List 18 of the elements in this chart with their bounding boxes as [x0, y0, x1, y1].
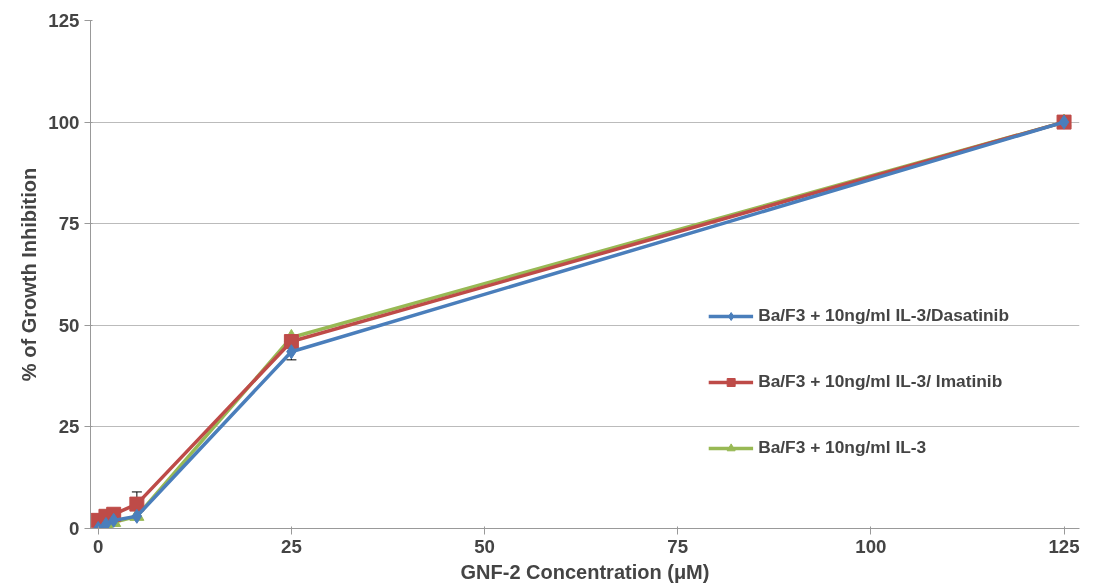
y-tick-label: 25	[58, 416, 80, 438]
x-tick-label: 0	[93, 535, 104, 557]
y-tick-label: 125	[48, 10, 80, 31]
legend-label: Ba/F3 + 10ng/ml IL-3/ Imatinib	[758, 371, 1003, 392]
y-tick-label: 0	[69, 518, 80, 539]
y-tick-label: 50	[58, 314, 80, 336]
x-tick-label: 125	[1048, 535, 1080, 557]
y-tick-label: 100	[48, 111, 80, 133]
y-axis-title: % of Growth Inhibition	[18, 167, 41, 382]
x-tick-label: 100	[855, 535, 887, 557]
x-tick-label: 25	[281, 535, 302, 557]
legend-label: Ba/F3 + 10ng/ml IL-3	[758, 437, 927, 458]
legend-label: Ba/F3 + 10ng/ml IL-3/Dasatinib	[758, 305, 1009, 326]
point	[129, 496, 145, 512]
x-tick-label: 75	[667, 535, 689, 557]
y-tick-label: 75	[58, 213, 80, 235]
x-axis-title: GNF-2 Concentration (μM)	[460, 560, 710, 583]
x-tick-label: 50	[474, 535, 495, 557]
